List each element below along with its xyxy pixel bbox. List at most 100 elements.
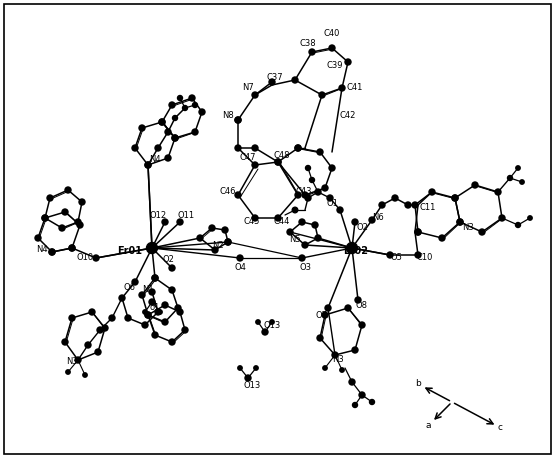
Circle shape <box>275 159 281 165</box>
Text: C38: C38 <box>300 39 316 49</box>
Text: N7: N7 <box>242 83 254 93</box>
Circle shape <box>520 180 524 184</box>
Circle shape <box>327 195 333 201</box>
Circle shape <box>152 275 158 281</box>
Circle shape <box>225 239 231 245</box>
Circle shape <box>355 297 361 303</box>
Text: C48: C48 <box>274 151 290 159</box>
Circle shape <box>209 225 215 231</box>
Text: Er02: Er02 <box>344 246 369 256</box>
Circle shape <box>125 315 131 321</box>
Circle shape <box>305 195 311 201</box>
Circle shape <box>275 215 281 221</box>
Circle shape <box>369 217 375 223</box>
Circle shape <box>132 279 138 285</box>
Circle shape <box>245 375 251 381</box>
Circle shape <box>262 329 268 335</box>
Text: O8: O8 <box>356 300 368 310</box>
Circle shape <box>47 195 53 201</box>
Circle shape <box>412 202 418 208</box>
Circle shape <box>139 292 145 298</box>
Circle shape <box>452 195 458 201</box>
Circle shape <box>516 166 520 170</box>
Circle shape <box>199 109 205 115</box>
Circle shape <box>392 195 398 201</box>
Circle shape <box>305 165 310 170</box>
Text: C45: C45 <box>244 218 260 227</box>
Text: C11: C11 <box>420 203 436 213</box>
Circle shape <box>457 219 463 225</box>
Circle shape <box>49 249 55 255</box>
Text: O13: O13 <box>264 321 281 329</box>
Circle shape <box>183 105 188 110</box>
Circle shape <box>479 229 485 235</box>
Circle shape <box>42 215 48 221</box>
Circle shape <box>59 225 65 231</box>
Circle shape <box>102 325 108 331</box>
Text: N5: N5 <box>289 235 301 245</box>
Circle shape <box>370 399 375 404</box>
Circle shape <box>95 349 101 355</box>
Circle shape <box>49 249 55 255</box>
Circle shape <box>415 252 421 258</box>
Circle shape <box>162 319 168 325</box>
Circle shape <box>75 219 81 225</box>
Circle shape <box>339 85 345 91</box>
Circle shape <box>415 229 421 235</box>
Circle shape <box>379 202 385 208</box>
Circle shape <box>359 392 365 398</box>
Circle shape <box>317 149 323 155</box>
Circle shape <box>495 189 501 195</box>
Circle shape <box>177 309 183 315</box>
Circle shape <box>152 275 158 281</box>
Circle shape <box>145 162 151 168</box>
Circle shape <box>189 95 195 101</box>
Circle shape <box>295 145 301 151</box>
Text: O11: O11 <box>178 211 195 219</box>
Text: C47: C47 <box>240 153 256 163</box>
Text: C43: C43 <box>296 187 312 196</box>
Circle shape <box>169 339 175 345</box>
Text: C42: C42 <box>340 110 356 120</box>
Circle shape <box>309 49 315 55</box>
Circle shape <box>299 219 305 225</box>
Circle shape <box>256 320 260 324</box>
Text: C37: C37 <box>267 73 283 82</box>
Circle shape <box>177 219 183 225</box>
Circle shape <box>77 222 83 228</box>
Circle shape <box>269 79 275 85</box>
Circle shape <box>79 199 85 205</box>
Circle shape <box>252 215 258 221</box>
Circle shape <box>317 335 323 341</box>
Circle shape <box>310 178 315 182</box>
Circle shape <box>35 235 41 241</box>
Circle shape <box>439 235 445 241</box>
Circle shape <box>315 189 321 195</box>
Circle shape <box>175 305 181 311</box>
Text: C46: C46 <box>220 187 236 196</box>
Circle shape <box>222 227 228 233</box>
Text: O5: O5 <box>390 253 402 262</box>
Circle shape <box>287 229 293 235</box>
Circle shape <box>322 185 328 191</box>
Circle shape <box>143 310 147 314</box>
Circle shape <box>415 229 421 235</box>
Circle shape <box>346 242 357 253</box>
Circle shape <box>145 312 151 318</box>
Circle shape <box>165 155 171 161</box>
Circle shape <box>322 312 328 318</box>
Circle shape <box>254 366 258 370</box>
Circle shape <box>352 219 358 225</box>
Circle shape <box>270 320 274 324</box>
Text: c: c <box>497 424 502 432</box>
Circle shape <box>472 182 478 188</box>
Text: O4: O4 <box>234 263 246 273</box>
Circle shape <box>69 245 75 251</box>
Circle shape <box>325 305 331 311</box>
Text: O13: O13 <box>244 381 261 389</box>
Text: O10: O10 <box>77 253 94 262</box>
Circle shape <box>429 189 435 195</box>
Circle shape <box>132 145 138 151</box>
Text: N4: N4 <box>36 245 48 255</box>
Circle shape <box>89 309 95 315</box>
